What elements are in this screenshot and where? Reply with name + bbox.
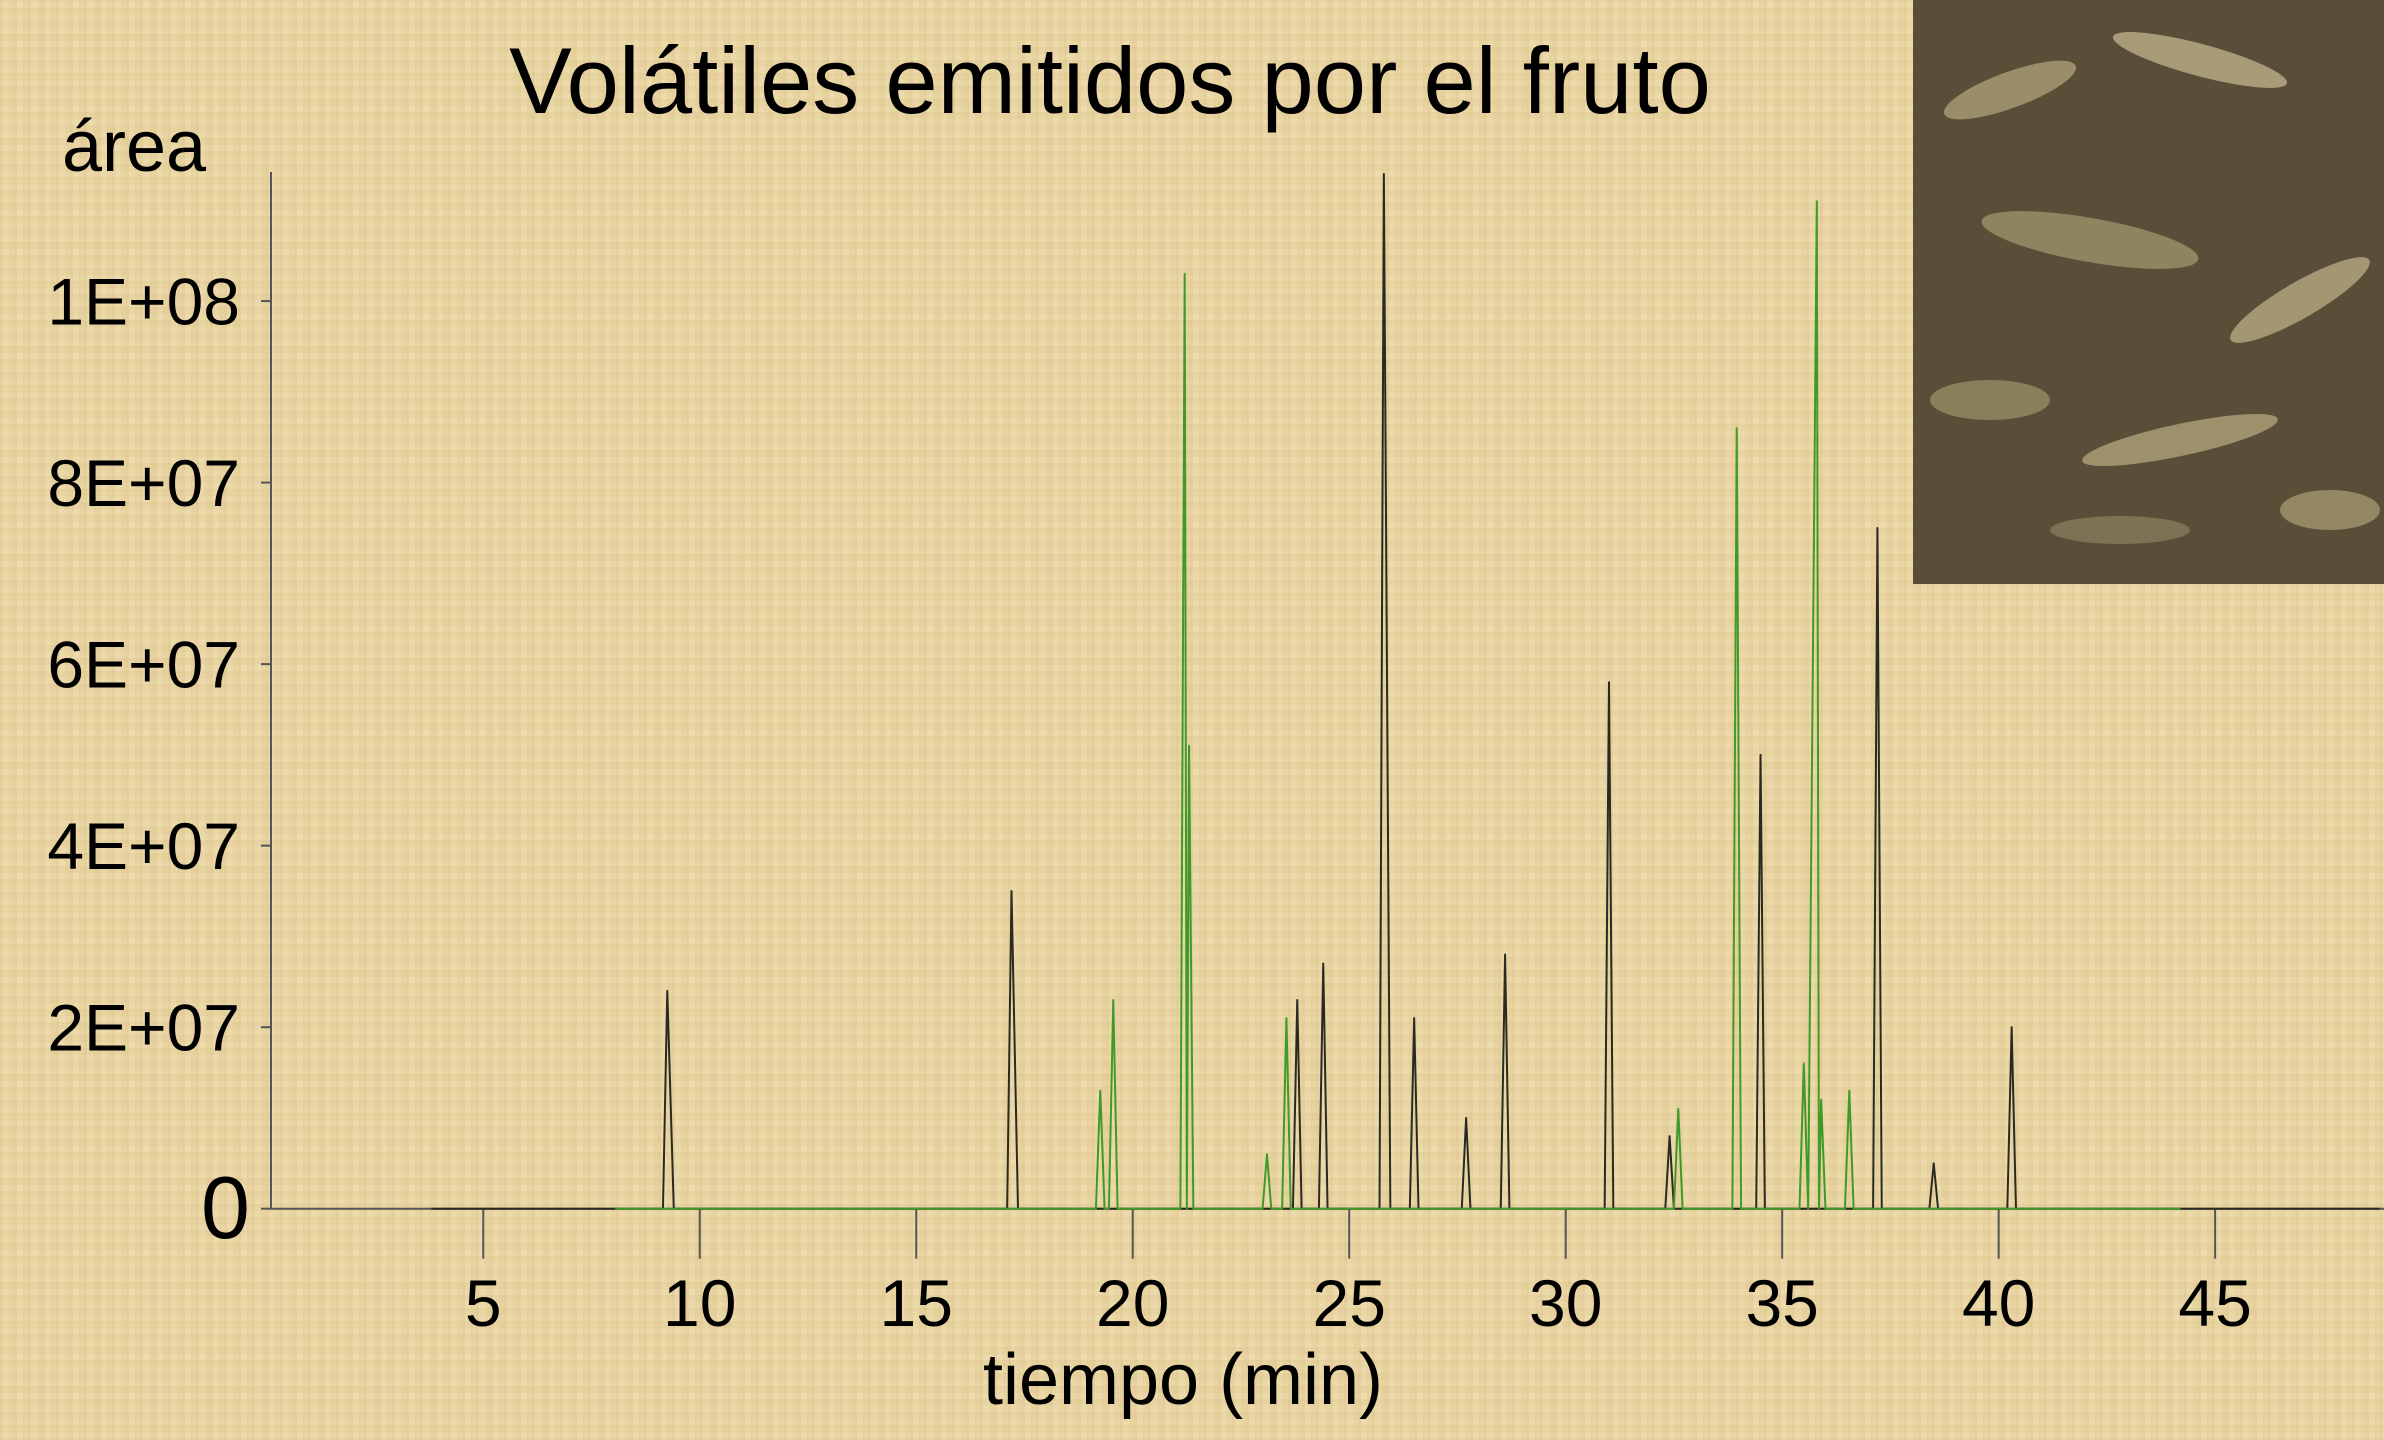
x-tick-label: 25 <box>1313 1266 1386 1340</box>
y-tick-label: 2E+07 <box>47 991 240 1065</box>
y-tick-label: 0 <box>201 1158 250 1257</box>
photo <box>1913 0 2384 584</box>
x-tick-label: 10 <box>663 1266 736 1340</box>
chart-title: Volátiles emitidos por el fruto <box>509 28 1711 133</box>
y-tick-label: 8E+07 <box>47 446 240 520</box>
x-tick-label: 40 <box>1962 1266 2035 1340</box>
chart: Volátiles emitidos por el fruto área tie… <box>0 0 2384 1440</box>
x-axis-title: tiempo (min) <box>983 1340 1383 1420</box>
x-tick-label: 35 <box>1745 1266 1818 1340</box>
x-tick-label: 20 <box>1096 1266 1169 1340</box>
y-tick-label: 4E+07 <box>47 809 240 883</box>
y-tick-label: 6E+07 <box>47 628 240 702</box>
x-tick-label: 45 <box>2178 1266 2251 1340</box>
y-tick-label: 1E+08 <box>47 265 240 339</box>
x-tick-label: 15 <box>880 1266 953 1340</box>
y-axis-title: área <box>62 107 207 187</box>
x-tick-label: 5 <box>465 1266 502 1340</box>
x-tick-label: 30 <box>1529 1266 1602 1340</box>
